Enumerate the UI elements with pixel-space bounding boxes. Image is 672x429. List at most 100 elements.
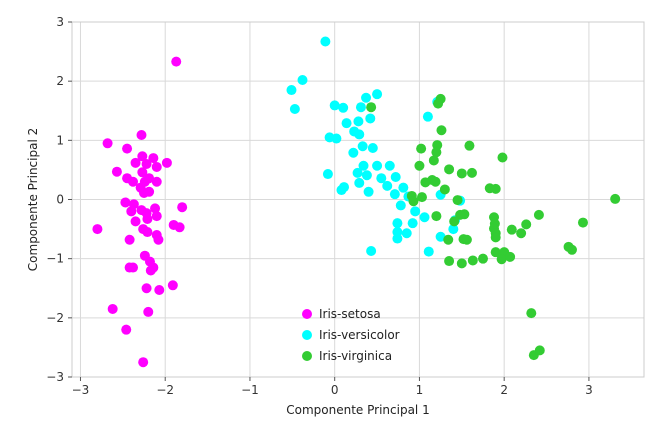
data-point-iris-virginica — [408, 196, 419, 207]
data-point-iris-virginica — [444, 164, 455, 175]
x-axis-title: Componente Principal 1 — [286, 403, 429, 417]
data-point-iris-setosa — [130, 157, 141, 168]
data-point-iris-virginica — [505, 251, 516, 262]
data-point-iris-setosa — [111, 166, 122, 177]
data-point-iris-virginica — [456, 168, 467, 179]
data-point-iris-virginica — [516, 228, 527, 239]
y-tick-label: −3 — [46, 370, 64, 384]
data-point-iris-virginica — [490, 232, 501, 243]
legend-label-iris-versicolor: Iris-versicolor — [319, 328, 400, 342]
data-point-iris-virginica — [533, 209, 544, 220]
data-point-iris-virginica — [431, 211, 442, 222]
data-point-iris-versicolor — [398, 182, 409, 193]
data-point-iris-setosa — [174, 222, 185, 233]
data-point-iris-setosa — [177, 202, 188, 213]
data-points — [92, 36, 621, 368]
data-point-iris-setosa — [142, 214, 153, 225]
data-point-iris-versicolor — [336, 185, 347, 196]
data-point-iris-versicolor — [341, 118, 352, 129]
data-point-iris-versicolor — [297, 74, 308, 85]
data-point-iris-setosa — [137, 151, 148, 162]
data-point-iris-virginica — [577, 217, 588, 228]
legend-label-iris-setosa: Iris-setosa — [319, 307, 381, 321]
data-point-iris-setosa — [128, 176, 139, 187]
data-point-iris-virginica — [506, 224, 517, 235]
data-point-iris-setosa — [150, 203, 161, 214]
data-point-iris-virginica — [444, 256, 455, 267]
data-point-iris-virginica — [416, 143, 427, 154]
data-point-iris-versicolor — [422, 111, 433, 122]
data-point-iris-setosa — [167, 280, 178, 291]
data-point-iris-versicolor — [320, 36, 331, 47]
data-point-iris-setosa — [138, 357, 149, 368]
data-point-iris-setosa — [92, 224, 103, 235]
axis-ticks: −3 −2 −1 0 1 2 3 −3 −2 −1 0 1 2 3 — [46, 15, 592, 397]
data-point-iris-versicolor — [401, 228, 412, 239]
data-point-iris-virginica — [455, 209, 466, 220]
data-point-iris-virginica — [534, 345, 545, 356]
data-point-iris-virginica — [566, 244, 577, 255]
y-tick-label: −1 — [46, 252, 64, 266]
data-point-iris-virginica — [443, 234, 454, 245]
data-point-iris-versicolor — [407, 218, 418, 229]
data-point-iris-virginica — [477, 253, 488, 264]
data-point-iris-virginica — [439, 184, 450, 195]
data-point-iris-setosa — [107, 303, 118, 314]
data-point-iris-versicolor — [357, 141, 368, 152]
x-tick-label: 0 — [331, 383, 339, 397]
data-point-iris-virginica — [464, 140, 475, 151]
data-point-iris-virginica — [456, 258, 467, 269]
data-point-iris-setosa — [142, 227, 153, 238]
data-point-iris-virginica — [416, 192, 427, 203]
data-point-iris-versicolor — [392, 218, 403, 229]
x-tick-label: 3 — [585, 383, 593, 397]
data-point-iris-virginica — [430, 176, 441, 187]
data-point-iris-versicolor — [390, 172, 401, 183]
data-point-iris-virginica — [497, 152, 508, 163]
data-point-iris-virginica — [526, 308, 537, 319]
data-point-iris-versicolor — [382, 180, 393, 191]
x-tick-label: −3 — [72, 383, 90, 397]
data-point-iris-versicolor — [289, 103, 300, 114]
y-tick-label: 2 — [56, 74, 64, 88]
data-point-iris-versicolor — [423, 246, 434, 257]
data-point-iris-versicolor — [348, 147, 359, 158]
x-tick-label: 2 — [500, 383, 508, 397]
y-tick-label: −2 — [46, 311, 64, 325]
data-point-iris-setosa — [124, 234, 135, 245]
data-point-iris-setosa — [151, 211, 162, 222]
data-point-iris-setosa — [144, 186, 155, 197]
x-tick-label: −1 — [241, 383, 259, 397]
data-point-iris-versicolor — [286, 85, 297, 96]
data-point-iris-setosa — [102, 138, 113, 149]
data-point-iris-setosa — [141, 283, 152, 294]
legend-marker-iris-setosa — [302, 309, 312, 319]
data-point-iris-versicolor — [361, 92, 372, 103]
data-point-iris-virginica — [431, 147, 442, 158]
data-point-iris-setosa — [161, 157, 172, 168]
data-point-iris-versicolor — [331, 133, 342, 144]
data-point-iris-versicolor — [358, 160, 369, 171]
data-point-iris-versicolor — [366, 245, 377, 256]
data-point-iris-setosa — [151, 176, 162, 187]
y-axis-title: Componente Principal 2 — [26, 128, 40, 271]
data-point-iris-setosa — [122, 143, 133, 154]
legend-label-iris-virginica: Iris-virginica — [319, 349, 392, 363]
legend-marker-iris-virginica — [302, 351, 312, 361]
data-point-iris-versicolor — [365, 113, 376, 124]
data-point-iris-versicolor — [395, 200, 406, 211]
data-point-iris-setosa — [130, 216, 141, 227]
data-point-iris-virginica — [490, 247, 501, 258]
data-point-iris-versicolor — [329, 100, 340, 111]
data-point-iris-setosa — [126, 206, 137, 217]
legend: Iris-setosa Iris-versicolor Iris-virginica — [302, 307, 400, 363]
data-point-iris-virginica — [490, 183, 501, 194]
data-point-iris-versicolor — [354, 177, 365, 188]
data-point-iris-versicolor — [435, 231, 446, 242]
data-point-iris-versicolor — [392, 233, 403, 244]
data-point-iris-versicolor — [354, 129, 365, 140]
data-point-iris-setosa — [154, 285, 165, 296]
data-point-iris-versicolor — [372, 160, 383, 171]
